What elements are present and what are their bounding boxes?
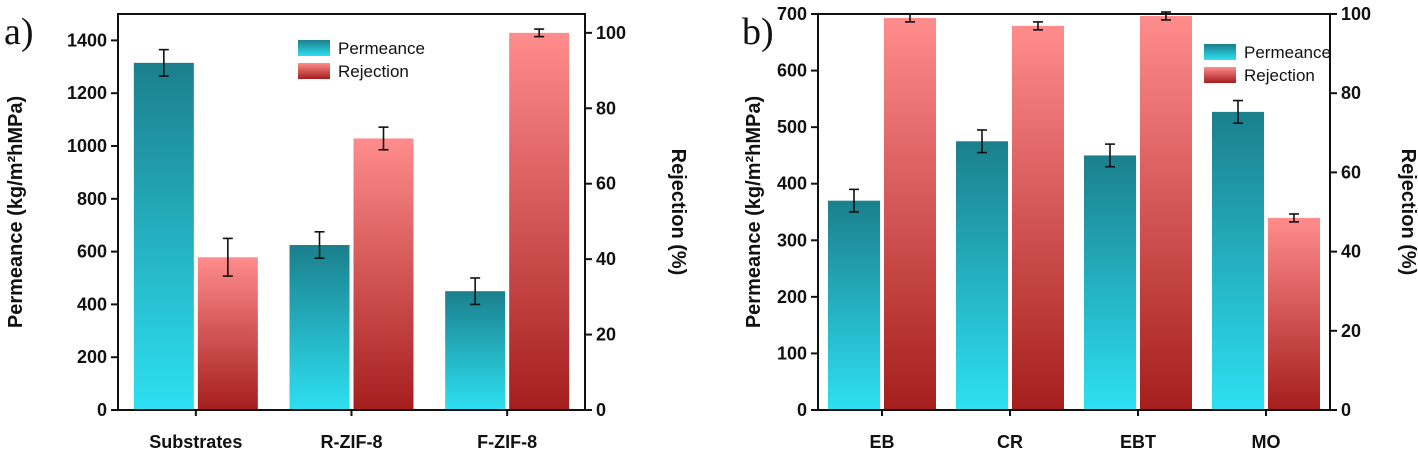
left-tick-label: 400 [77,294,107,314]
bar-rejection-3 [1140,15,1192,410]
legend-swatch-permeance [298,40,330,56]
panel-label: b) [742,11,774,53]
x-tick-label-2: CR [997,432,1023,452]
y-axis-left-label: Permeance (kg/m²hMPa) [5,96,27,328]
left-tick-label: 600 [77,242,107,262]
left-tick-label: 700 [777,4,807,24]
right-tick-label: 100 [596,23,626,43]
left-tick-label: 0 [97,400,107,420]
left-tick-label: 0 [797,400,807,420]
left-tick-label: 800 [77,189,107,209]
x-tick-label-1: Substrates [149,432,242,452]
left-tick-label: 200 [777,287,807,307]
bar-rejection-2 [1012,25,1064,410]
chart-panel-1: 0 200 400 600 800 1000 1200 1400 0 20 40 60 80 100 Sub… [4,11,689,452]
legend-swatch-rejection [1204,67,1236,83]
left-tick-label: 400 [777,174,807,194]
left-tick-label: 500 [777,117,807,137]
bar-rejection-1 [884,17,936,411]
y-axis-right-label: Rejection (%) [1397,149,1418,276]
left-tick-label: 200 [77,347,107,367]
legend-label-rejection: Rejection [1244,66,1315,85]
bar-permeance-1 [133,62,194,411]
bar-rejection-1 [197,257,258,410]
bar-rejection-2 [353,138,414,410]
legend-label-permeance: Permeance [1244,43,1331,62]
legend-swatch-permeance [1204,44,1236,60]
right-tick-label: 20 [1341,321,1361,341]
right-tick-label: 20 [596,325,616,345]
left-tick-label: 100 [777,343,807,363]
left-tick-label: 600 [777,61,807,81]
y-axis-left-label: Permeance (kg/m²hMPa) [743,96,765,328]
right-tick-label: 80 [596,98,616,118]
bar-permeance-4 [1212,111,1264,411]
chart-panel-2: 0 100 200 300 400 500 600 700 0 20 40 60 80 100 EB CR EB… [742,4,1418,452]
bar-rejection-3 [509,32,570,410]
bar-permeance-2 [289,245,350,410]
left-tick-label: 1200 [67,83,107,103]
x-tick-label-3: EBT [1120,432,1156,452]
right-tick-label: 0 [596,400,606,420]
left-tick-label: 1000 [67,136,107,156]
y-axis-right-label: Rejection (%) [667,149,689,276]
legend-label-permeance: Permeance [338,39,425,58]
bar-permeance-1 [828,200,880,410]
bar-permeance-3 [1084,155,1136,410]
right-tick-label: 60 [1341,162,1361,182]
right-tick-label: 60 [596,174,616,194]
panel-label: a) [4,11,34,53]
right-tick-label: 0 [1341,400,1351,420]
right-tick-label: 100 [1341,4,1371,24]
x-tick-label-3: F-ZIF-8 [477,432,537,452]
x-tick-label-1: EB [869,432,894,452]
bar-permeance-3 [445,291,506,410]
x-tick-label-4: MO [1252,432,1281,452]
bar-rejection-4 [1268,217,1320,410]
plot-frame [817,13,1331,411]
right-tick-label: 80 [1341,83,1361,103]
legend-label-rejection: Rejection [338,62,409,81]
legend-swatch-rejection [298,63,330,79]
left-tick-label: 1400 [67,30,107,50]
x-tick-label-2: R-ZIF-8 [321,432,383,452]
bar-permeance-2 [956,141,1008,411]
right-tick-label: 40 [1341,242,1361,262]
left-tick-label: 300 [777,230,807,250]
right-tick-label: 40 [596,249,616,269]
